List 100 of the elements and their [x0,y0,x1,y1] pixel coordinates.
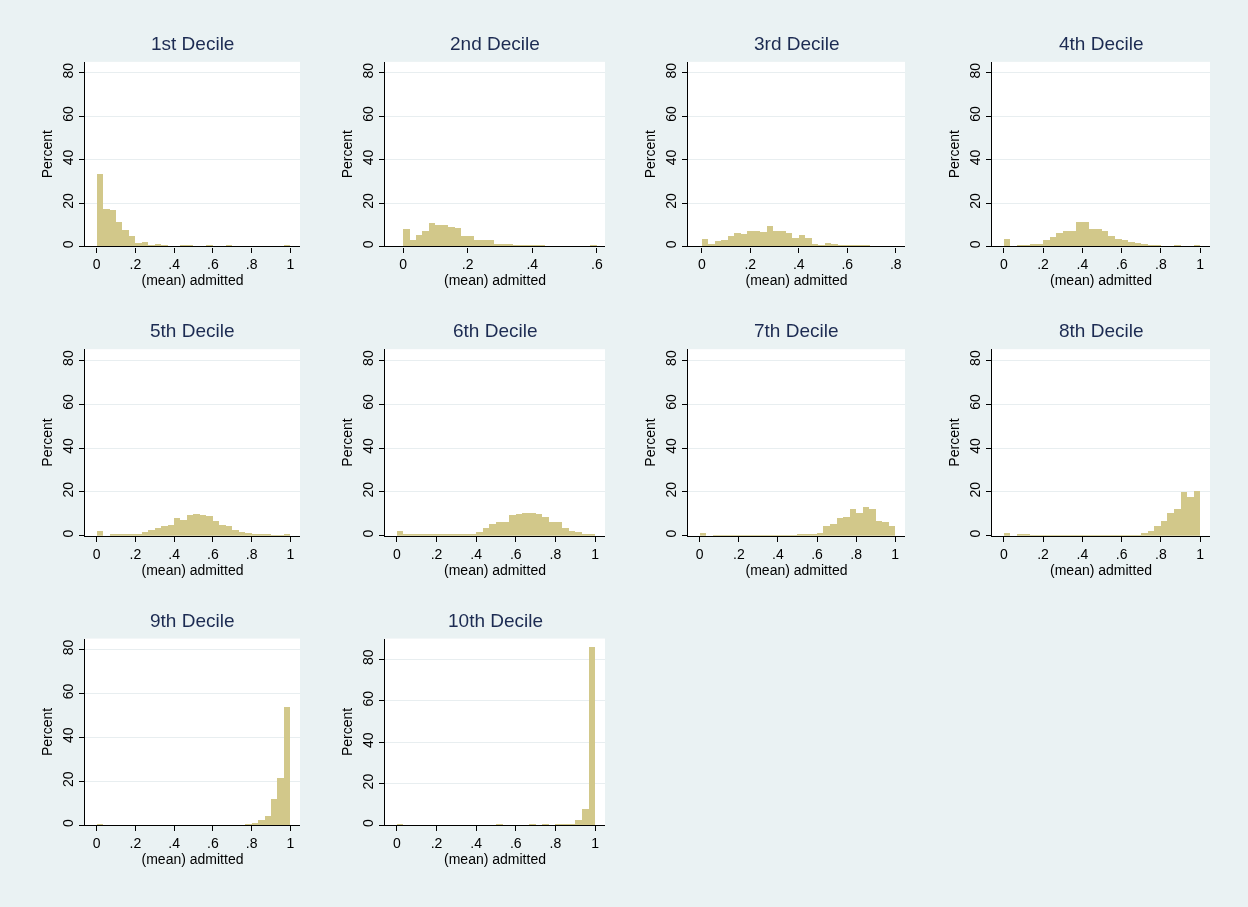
chart-title: 8th Decile [1059,320,1144,341]
y-tick-label: 20 [60,771,77,787]
y-tick-label: 80 [967,62,984,79]
x-tick-label: 0 [695,545,704,562]
x-axis-title: (mean) admitted [141,851,244,868]
y-tick-label: 80 [360,62,377,79]
y-tick-label: 20 [967,481,984,498]
x-tick-label: .8 [245,545,258,562]
x-tick-label: .4 [1076,545,1089,562]
x-tick-label: .6 [207,256,219,273]
y-tick-label: 60 [967,394,984,410]
y-tick-label: 0 [663,529,680,538]
x-tick-label: .8 [889,256,902,273]
x-tick-label: .4 [1076,256,1089,273]
x-tick-label: .6 [811,545,824,562]
y-tick-label: 40 [360,437,377,454]
chart-title: 1st Decile [151,33,235,54]
y-tick-label: 60 [663,106,680,122]
x-tick-label: 0 [392,835,401,852]
x-tick-label: .4 [772,545,784,562]
x-tick-label: .8 [850,545,863,562]
y-tick-label: 80 [663,62,680,79]
y-axis-title: Percent [38,418,55,467]
x-tick-label: .8 [1155,545,1167,562]
x-axis-title: (mean) admitted [444,561,546,578]
x-tick-label: 1 [286,545,295,562]
y-tick-label: 80 [60,639,77,656]
x-tick-label: .6 [1115,256,1128,273]
y-axis-title: Percent [641,418,658,467]
x-tick-label: .4 [168,256,181,273]
chart-title: 6th Decile [453,320,538,341]
y-tick-label: 40 [60,437,77,454]
y-tick-label: 40 [360,149,377,166]
x-tick-label: .6 [841,256,854,273]
y-tick-label: 60 [360,106,377,122]
y-tick-label: 40 [663,149,680,166]
x-tick-label: .2 [1037,545,1050,562]
x-tick-label: .2 [430,545,443,562]
x-tick-label: 1 [286,835,295,852]
y-tick-label: 0 [360,240,377,249]
y-axis-title: Percent [338,418,355,467]
x-tick-label: .2 [1037,256,1050,273]
x-tick-label: 0 [399,256,408,273]
y-tick-label: 20 [60,192,77,209]
x-tick-label: .2 [129,545,142,562]
x-tick-label: .6 [591,256,603,273]
y-tick-label: 40 [360,732,377,748]
x-tick-label: 0 [392,545,401,562]
chart-title: 7th Decile [754,320,839,341]
chart-title: 10th Decile [448,610,544,631]
x-tick-label: .8 [245,835,258,852]
y-axis-title: Percent [338,707,355,757]
y-tick-label: 0 [60,240,77,249]
y-tick-label: 40 [967,149,984,166]
x-axis-title: (mean) admitted [141,272,244,289]
x-tick-label: 1 [1196,545,1205,562]
x-tick-label: .8 [549,545,562,562]
x-tick-label: 1 [891,545,900,562]
y-tick-label: 80 [967,350,984,366]
x-tick-label: .8 [245,256,258,273]
y-tick-label: 80 [663,350,680,366]
y-tick-label: 0 [967,240,984,249]
x-tick-label: 0 [999,545,1008,562]
y-axis-title: Percent [338,129,355,179]
x-tick-label: 1 [591,835,600,852]
y-tick-label: 0 [967,529,984,538]
x-tick-label: .4 [168,545,181,562]
x-tick-label: .4 [470,545,483,562]
x-tick-label: .4 [526,256,539,273]
x-tick-label: .8 [1155,256,1167,273]
x-tick-label: 1 [286,256,295,273]
x-tick-label: 1 [1196,256,1205,273]
x-axis-title: (mean) admitted [141,561,244,578]
y-tick-label: 20 [967,192,984,209]
x-axis-title: (mean) admitted [444,272,546,289]
x-tick-label: 1 [591,545,600,562]
y-axis-title: Percent [945,129,962,179]
y-tick-label: 40 [663,437,680,454]
y-tick-label: 80 [360,649,377,666]
y-axis-title: Percent [38,129,55,179]
x-tick-label: .2 [461,256,474,273]
x-tick-label: .2 [129,835,142,852]
x-tick-label: .6 [207,545,219,562]
y-tick-label: 20 [360,773,377,790]
y-tick-label: 60 [663,394,680,410]
x-tick-label: .2 [129,256,142,273]
x-tick-label: .4 [792,256,805,273]
y-tick-label: 20 [663,481,680,498]
x-axis-title: (mean) admitted [1050,272,1152,289]
x-tick-label: .4 [168,835,181,852]
y-axis-title: Percent [945,418,962,467]
y-tick-label: 0 [60,818,77,827]
y-tick-label: 0 [60,529,77,538]
x-tick-label: 0 [697,256,706,273]
y-tick-label: 0 [360,818,377,827]
x-tick-label: .6 [207,835,219,852]
y-axis-title: Percent [641,129,658,179]
y-tick-label: 20 [360,192,377,209]
x-tick-label: .2 [744,256,757,273]
y-tick-label: 20 [360,481,377,498]
